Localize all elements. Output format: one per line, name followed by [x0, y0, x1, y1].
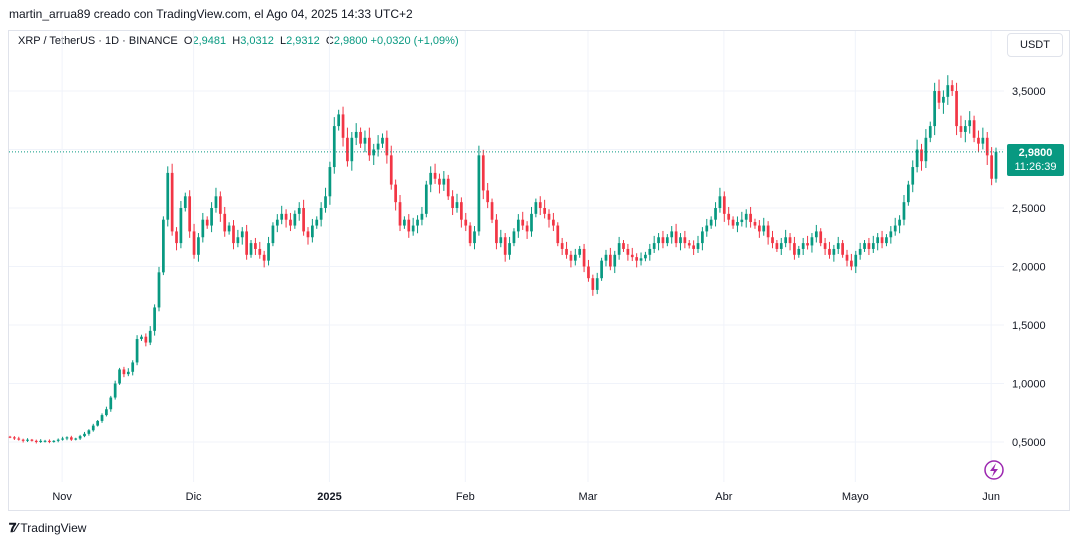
close-label: C	[325, 35, 334, 47]
bar-countdown: 11:26:39	[1014, 161, 1057, 173]
symbol-name[interactable]: XRP / TetherUS · 1D · BINANCE	[18, 35, 178, 47]
tradingview-brand[interactable]: 𝟕∕ TradingView	[9, 520, 86, 536]
last-price-tag: 2,9800 11:26:39	[1007, 144, 1064, 176]
low-label: L	[279, 35, 287, 47]
chart-frame	[8, 30, 1070, 511]
attribution-text: martin_arrua89 creado con TradingView.co…	[9, 7, 413, 21]
close-value: 2,9800	[333, 35, 368, 47]
low-value: 2,9312	[286, 35, 320, 47]
high-label: H	[232, 35, 241, 47]
currency-button[interactable]: USDT	[1007, 33, 1063, 57]
open-label: O	[183, 35, 193, 47]
open-value: 2,9481	[192, 35, 227, 47]
brand-name: TradingView	[20, 521, 87, 535]
tradingview-logo-icon: 𝟕∕	[9, 520, 17, 535]
high-value: 3,0312	[240, 35, 274, 47]
last-price-value: 2,9800	[1018, 147, 1053, 159]
change-value: +0,0320 (+1,09%)	[370, 35, 459, 47]
